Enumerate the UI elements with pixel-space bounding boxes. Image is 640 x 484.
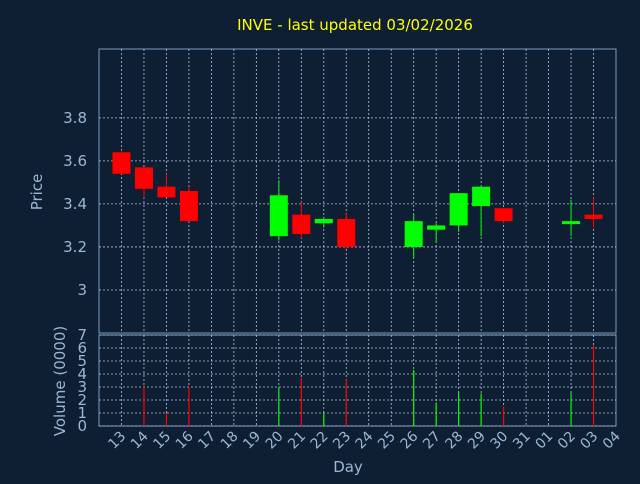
volume-tick-label: 3: [77, 378, 87, 396]
candle-body: [179, 191, 198, 222]
x-tick-label: 04: [600, 428, 624, 452]
x-tick-label: 21: [285, 429, 309, 453]
candle-body: [404, 221, 423, 247]
price-panel: 3 3.2 3.4 3.6 3.8: [63, 48, 617, 334]
x-tick-label: 29: [465, 429, 489, 453]
candle-body: [449, 193, 468, 226]
candle-body: [494, 208, 513, 222]
x-tick-label: 30: [488, 429, 512, 453]
volume-tick-label: 1: [77, 404, 87, 422]
chart-title: INVE - last updated 03/02/2026: [237, 16, 473, 34]
candle-body: [584, 214, 603, 219]
volume-tick-label: 7: [77, 326, 87, 344]
x-tick-label: 02: [555, 429, 579, 453]
candle-body: [427, 225, 446, 230]
x-tick-label: 16: [173, 428, 197, 452]
x-tick-label: 18: [218, 429, 242, 453]
candle-body: [562, 221, 581, 225]
x-tick-label: 20: [263, 429, 287, 453]
x-tick-label: 28: [443, 429, 467, 453]
volume-axis-label: Volume (0000): [51, 326, 69, 436]
volume-tick-label: 2: [77, 391, 87, 409]
x-tick-label: 22: [308, 429, 332, 453]
x-tick-label: 27: [420, 429, 444, 453]
price-tick-label: 3: [77, 281, 87, 299]
x-tick-label: 26: [398, 428, 422, 452]
x-tick-label: 13: [105, 429, 129, 453]
day-axis-label: Day: [333, 458, 363, 476]
price-tick-label: 3.4: [63, 195, 87, 213]
candle-body: [337, 218, 356, 247]
x-tick-label: 03: [577, 429, 601, 453]
volume-tick-label: 6: [77, 339, 87, 357]
volume-panel: 1314151617181920212223242526272829303101…: [77, 326, 623, 452]
candle-body: [157, 186, 176, 198]
x-tick-label: 19: [240, 429, 264, 453]
candle-body: [472, 186, 491, 207]
price-tick-label: 3.2: [63, 238, 87, 256]
volume-tick-label: 0: [77, 417, 87, 435]
x-tick-label: 15: [150, 429, 174, 453]
candle-body: [292, 214, 311, 235]
volume-tick-label: 5: [77, 352, 87, 370]
x-tick-label: 14: [128, 428, 152, 452]
x-tick-label: 25: [375, 429, 399, 453]
x-tick-label: 31: [510, 429, 534, 453]
volume-plot-frame: [98, 334, 617, 427]
x-tick-label: 23: [330, 429, 354, 453]
x-tick-label: 01: [532, 429, 556, 453]
candle-body: [269, 195, 288, 237]
candle-body: [134, 167, 153, 189]
price-axis-label: Price: [28, 174, 46, 211]
candle-body: [314, 218, 333, 224]
price-tick-label: 3.6: [63, 152, 87, 170]
price-plot-frame: [98, 48, 617, 334]
x-tick-label: 24: [353, 428, 377, 452]
candle-body: [112, 152, 131, 174]
x-tick-label: 17: [195, 429, 219, 453]
volume-tick-label: 4: [77, 365, 87, 383]
price-tick-label: 3.8: [63, 109, 87, 127]
